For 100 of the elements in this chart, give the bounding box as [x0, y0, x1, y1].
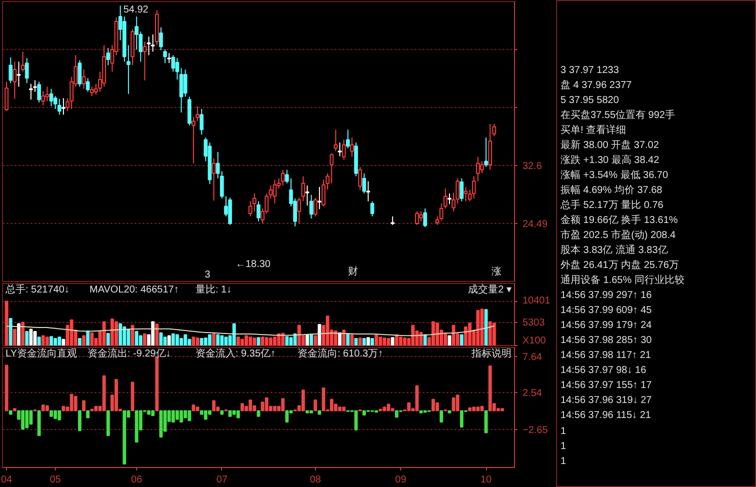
bar [130, 382, 134, 412]
candlestick [334, 129, 338, 152]
text: 3 37.97 1233 [560, 65, 620, 76]
bar [228, 410, 232, 417]
candlestick [188, 96, 192, 126]
candlestick [272, 179, 277, 204]
bar [500, 408, 504, 412]
candlestick [142, 41, 147, 81]
candlestick [192, 116, 196, 164]
candlestick [41, 90, 46, 106]
candlestick [280, 169, 285, 186]
bar [106, 410, 110, 436]
bar [50, 410, 53, 417]
text: 外盘 26.41万 内盘 25.76万 [560, 259, 679, 271]
bar [114, 378, 118, 412]
annotation: 涨 [491, 265, 502, 278]
bar [232, 410, 236, 415]
candlestick [163, 48, 167, 64]
bar [180, 410, 184, 423]
annotation: MAVOL20: 466517↑ [90, 284, 179, 296]
bar [29, 410, 33, 425]
candlestick [20, 51, 25, 72]
candlestick [358, 166, 362, 190]
x-tick-label: 04 [1, 474, 13, 486]
candlestick [82, 69, 86, 90]
candlestick [350, 137, 354, 158]
candlestick [90, 86, 94, 97]
bar [25, 410, 29, 428]
x-tick-label: 06 [131, 474, 143, 486]
text: 14:56 37.97 155↑ 17 [560, 380, 652, 391]
y-tick-label: 5303 [522, 317, 546, 328]
annotation: 3 [204, 269, 211, 280]
bar [176, 410, 179, 420]
candlestick [338, 142, 342, 157]
bar [285, 410, 289, 423]
y-tick-label: X100 [522, 336, 546, 346]
candlestick [16, 61, 21, 88]
annotation: 成交量2 ▾ [468, 284, 512, 296]
bar [212, 400, 216, 412]
y-tick-label: 10401 [522, 296, 551, 307]
bar [260, 402, 264, 412]
bar [382, 406, 386, 412]
bar [318, 410, 322, 415]
candlestick [37, 81, 41, 103]
annotation: 资金流入: 9.35亿↑ [196, 348, 276, 360]
text: 14:56 37.99 179↑ 24 [560, 320, 652, 331]
annotation: 资金流向: 610.3万↑ [298, 348, 384, 360]
bar [236, 410, 240, 418]
bar [432, 398, 435, 412]
annotation: ←18.30 [235, 259, 271, 270]
bar [134, 410, 138, 442]
bar [37, 410, 41, 436]
text: 股本 3.83亿 流通 3.83亿 [560, 244, 668, 256]
bar [338, 406, 342, 412]
candlestick [484, 137, 488, 168]
annotation: 54.92 [123, 4, 149, 16]
candlestick [362, 172, 366, 194]
candlestick [228, 197, 232, 226]
bar [472, 406, 476, 412]
y-tick-label: 24.49 [522, 219, 548, 230]
bar [220, 410, 224, 415]
text: 涨跌 +1.30 最高 38.42 [560, 154, 660, 166]
text: 通用设备 1.65% 同行业比较 [560, 274, 684, 286]
bar [78, 410, 82, 432]
candlestick [330, 152, 334, 184]
bar [310, 410, 314, 414]
text: 市盈 202.5 市盈(动) 208.4 [560, 229, 676, 241]
candlestick [212, 158, 216, 202]
candlestick [342, 139, 346, 160]
bar [204, 410, 208, 420]
text: 涨幅 +3.54% 最低 36.70 [560, 169, 668, 181]
candlestick [460, 178, 464, 202]
bar [256, 410, 260, 417]
bar [354, 410, 358, 430]
bar [171, 410, 175, 423]
text: 1 [560, 426, 566, 437]
bar [94, 406, 98, 412]
bar [74, 396, 78, 412]
y-tick-label: −2.65 [522, 425, 548, 436]
bar [122, 410, 126, 464]
bar [460, 410, 464, 428]
candlestick [8, 56, 13, 84]
candlestick [200, 108, 204, 136]
annotation: 量比: 1↓ [196, 284, 232, 296]
bar [62, 406, 66, 412]
bar [12, 408, 16, 412]
bar [21, 410, 25, 430]
candlestick [49, 88, 54, 107]
candlestick [57, 98, 62, 116]
candlestick [472, 176, 476, 199]
text: 14:56 37.97 98↓ 16 [560, 365, 647, 376]
text: 振幅 4.69% 均价 37.68 [560, 184, 663, 196]
bar [45, 405, 49, 412]
bar [188, 410, 192, 422]
bar [314, 400, 318, 412]
y-tick-label: 7.64 [522, 352, 542, 363]
bar [456, 394, 460, 412]
bar [273, 406, 276, 412]
bar [151, 410, 155, 416]
bar [54, 410, 58, 420]
